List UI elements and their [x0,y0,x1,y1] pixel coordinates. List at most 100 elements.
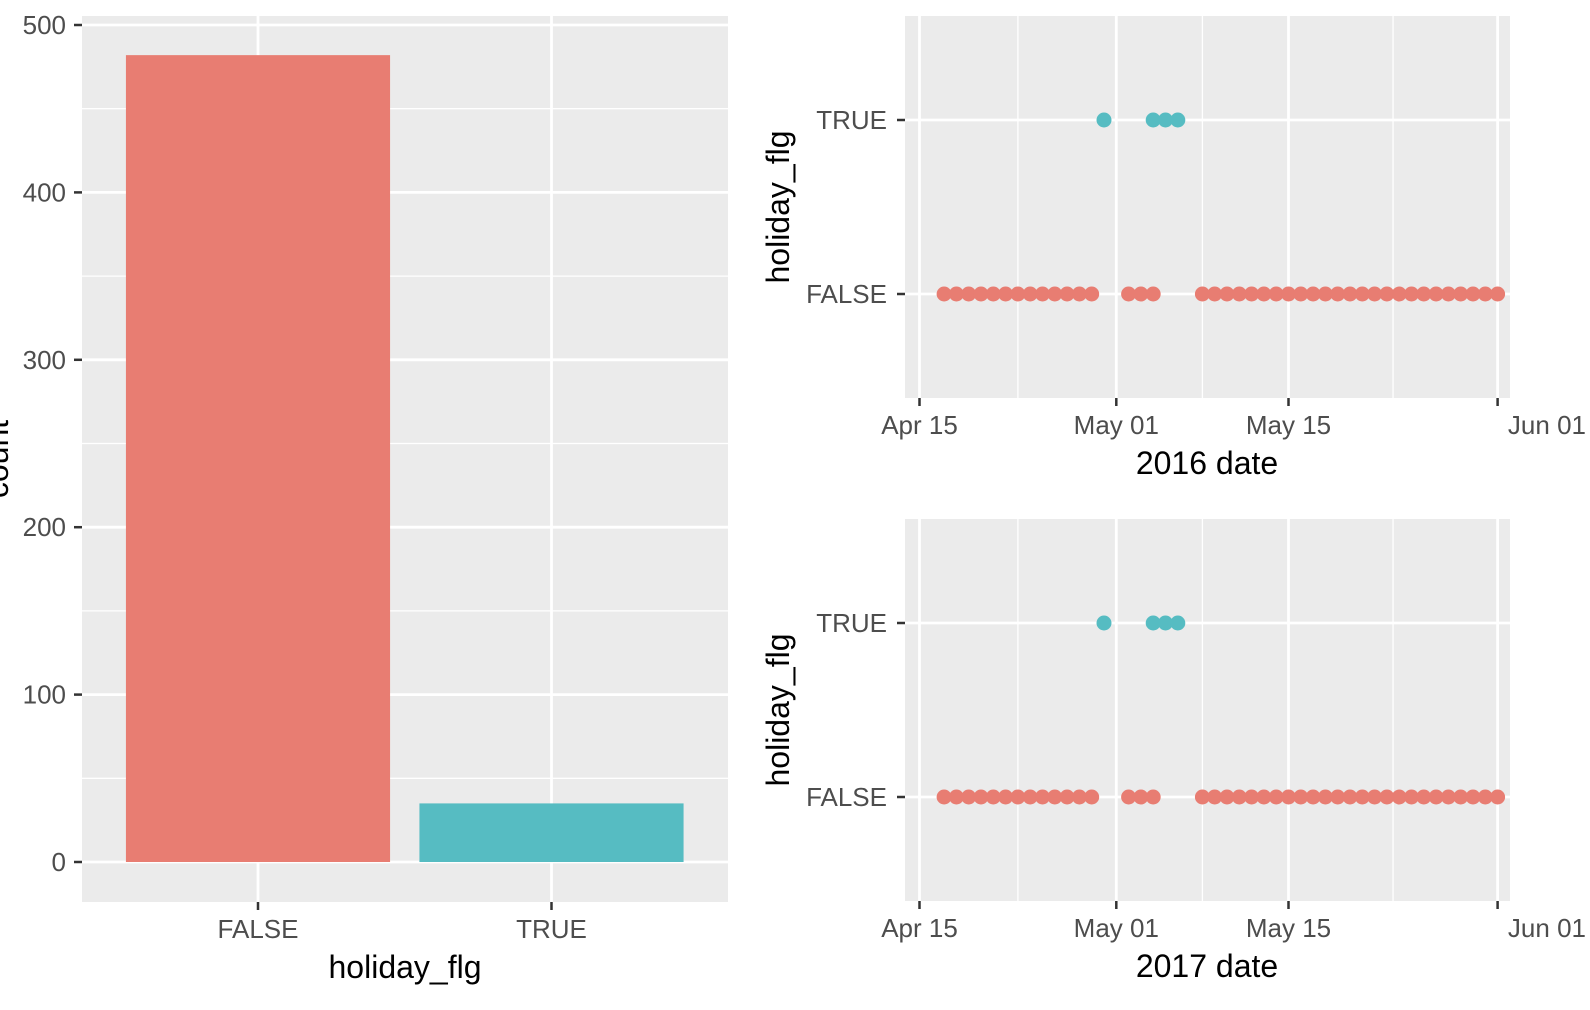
bar-y-tick-label: 200 [23,512,66,542]
dot-point-false [985,286,1001,302]
bar-x-axis: FALSE TRUE [218,902,587,944]
dot-x-tick-label: May 01 [1074,913,1159,943]
dot-point-false [1477,789,1493,805]
bar-y-tick-label: 400 [23,177,66,207]
dot-plot-2017-background [905,519,1510,901]
dot-point-false [1145,286,1161,302]
dot-point-false [998,789,1014,805]
dot-point-true [1158,615,1173,631]
bar-x-tick-label: FALSE [218,914,299,944]
dot-point-false [1084,286,1100,302]
dot-point-false [948,286,964,302]
dot-point-false [1244,286,1260,302]
dot-point-false [1440,789,1456,805]
dot-point-false [1010,286,1026,302]
dot-point-false [1330,286,1346,302]
dot-point-false [1416,789,1432,805]
dot-point-false [1293,789,1309,805]
dot-point-true [1158,112,1173,128]
dot-point-false [1047,789,1063,805]
bar-true [419,803,684,862]
bar-false [125,55,391,862]
dot-point-false [1231,286,1247,302]
dot-point-false [1293,286,1309,302]
dot-point-false [1047,286,1063,302]
dot-plot-2016-points [936,112,1506,302]
dot-point-false [1071,789,1087,805]
bar-chart: 0 100 200 300 400 500 FALSE TRUE holiday_flg c… [0,10,728,985]
dot-point-false [1231,789,1247,805]
dot-point-false [1354,789,1370,805]
dot-point-false [1354,286,1370,302]
dot-plot-2017: TRUE FALSE Apr 15 May 01 May 15 Jun 01 2017 … [760,519,1586,984]
dot-point-false [1133,789,1149,805]
dot-point-false [1465,286,1481,302]
dot-point-false [973,789,989,805]
dot-point-false [936,789,952,805]
dot-x-tick-label: Jun 01 [1508,913,1586,943]
dot-point-false [1453,286,1469,302]
dot-point-false [1440,286,1456,302]
dot-plot-2016-y-axis-title: holiday_flg [760,131,796,284]
dot-x-tick-label: May 15 [1246,410,1331,440]
dot-point-false [1022,789,1038,805]
dot-point-false [973,286,989,302]
dot-y-tick-label: TRUE [816,608,887,638]
dot-point-false [1244,789,1260,805]
dot-point-false [1317,286,1333,302]
dot-x-tick-label: May 01 [1074,410,1159,440]
dot-point-false [1194,789,1210,805]
dot-point-false [1121,286,1137,302]
bar-marks [125,55,684,862]
dot-point-true [1096,112,1112,128]
dot-point-false [1367,789,1383,805]
bar-y-axis-title: count [0,420,15,498]
dot-point-true [1145,112,1161,128]
dot-plot-2016-x-axis-title: 2016 date [1136,445,1278,481]
dot-point-false [1453,789,1469,805]
dot-point-false [1219,286,1235,302]
dot-y-tick-label: FALSE [806,279,887,309]
dot-point-false [1391,789,1407,805]
bar-y-tick-label: 100 [23,680,66,710]
dot-point-false [998,286,1014,302]
dot-point-true [1096,615,1112,631]
dot-point-false [1268,789,1284,805]
bar-x-tick-label: TRUE [516,914,587,944]
dot-plot-2017-y-axis: TRUE FALSE [806,608,905,812]
dot-point-false [1404,789,1419,805]
dot-point-false [1059,286,1075,302]
dot-point-true [1170,615,1186,631]
bar-y-tick-label: 300 [23,345,66,375]
bar-y-tick-label: 500 [23,10,66,40]
bar-y-axis: 0 100 200 300 400 500 [23,10,82,877]
dot-point-false [961,789,977,805]
dot-point-false [1207,789,1223,805]
dot-point-true [1170,112,1186,128]
dot-point-false [1490,789,1506,805]
dot-point-false [1256,789,1272,805]
dot-point-false [948,789,964,805]
bar-x-axis-title: holiday_flg [329,949,482,985]
dot-point-false [1391,286,1407,302]
dot-point-false [1059,789,1075,805]
dot-point-false [1256,286,1272,302]
dot-point-false [1477,286,1493,302]
dot-x-tick-label: Apr 15 [881,913,958,943]
dot-point-false [1367,286,1383,302]
dot-plot-2017-points [936,615,1506,805]
dot-plot-2016-x-axis: Apr 15 May 01 May 15 Jun 01 [881,398,1586,440]
dot-point-false [961,286,977,302]
dot-point-false [1071,286,1087,302]
dot-plot-2017-x-axis: Apr 15 May 01 May 15 Jun 01 [881,901,1586,943]
dot-point-false [1268,286,1284,302]
dot-point-false [1342,286,1358,302]
dot-point-false [1022,286,1038,302]
dot-point-false [1035,286,1050,302]
dot-point-false [1416,286,1432,302]
dot-plot-2017-x-axis-title: 2017 date [1136,948,1278,984]
dot-point-false [1404,286,1419,302]
dot-plot-2017-y-axis-title: holiday_flg [760,634,796,787]
dot-plot-2016: TRUE FALSE Apr 15 May 01 May 15 Jun 01 2016 … [760,16,1586,481]
